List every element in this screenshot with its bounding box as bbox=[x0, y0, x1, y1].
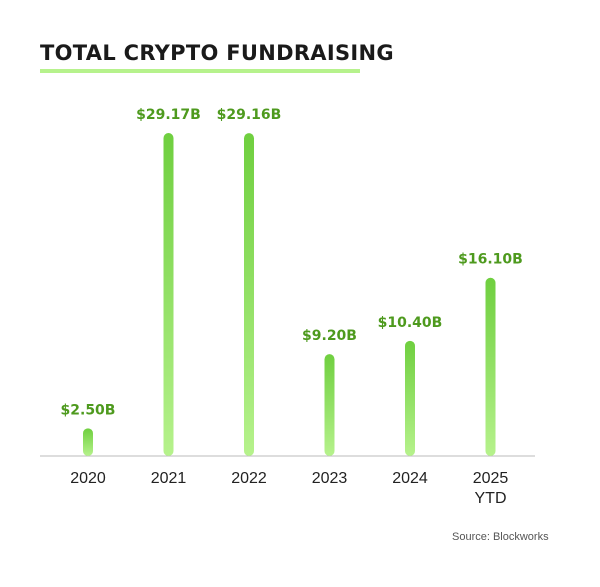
x-tick-label: 2021 bbox=[150, 470, 187, 487]
title-underline bbox=[40, 69, 360, 73]
chart-title: TOTAL CRYPTO FUNDRAISING bbox=[40, 41, 394, 65]
x-tick-label: 2024 bbox=[392, 470, 428, 487]
x-tick-label: 2023 bbox=[311, 470, 348, 487]
bar bbox=[244, 133, 254, 457]
value-label: $2.50B bbox=[61, 402, 116, 418]
value-label: $10.40B bbox=[378, 315, 443, 331]
x-tick-label: 2020 bbox=[70, 470, 106, 487]
value-label: $29.16B bbox=[217, 107, 282, 123]
x-tick-label: 2022 bbox=[231, 470, 267, 487]
bar bbox=[83, 428, 93, 456]
source: Source: Blockworks bbox=[452, 531, 549, 543]
value-label: $9.20B bbox=[302, 328, 357, 344]
bar bbox=[324, 354, 335, 456]
value-label: $16.10B bbox=[458, 252, 523, 268]
value-label: $29.17B bbox=[136, 107, 201, 123]
x-tick-label: 2025 YTD bbox=[472, 470, 509, 507]
bar bbox=[163, 133, 174, 456]
bar bbox=[485, 277, 496, 456]
bar bbox=[405, 340, 415, 456]
